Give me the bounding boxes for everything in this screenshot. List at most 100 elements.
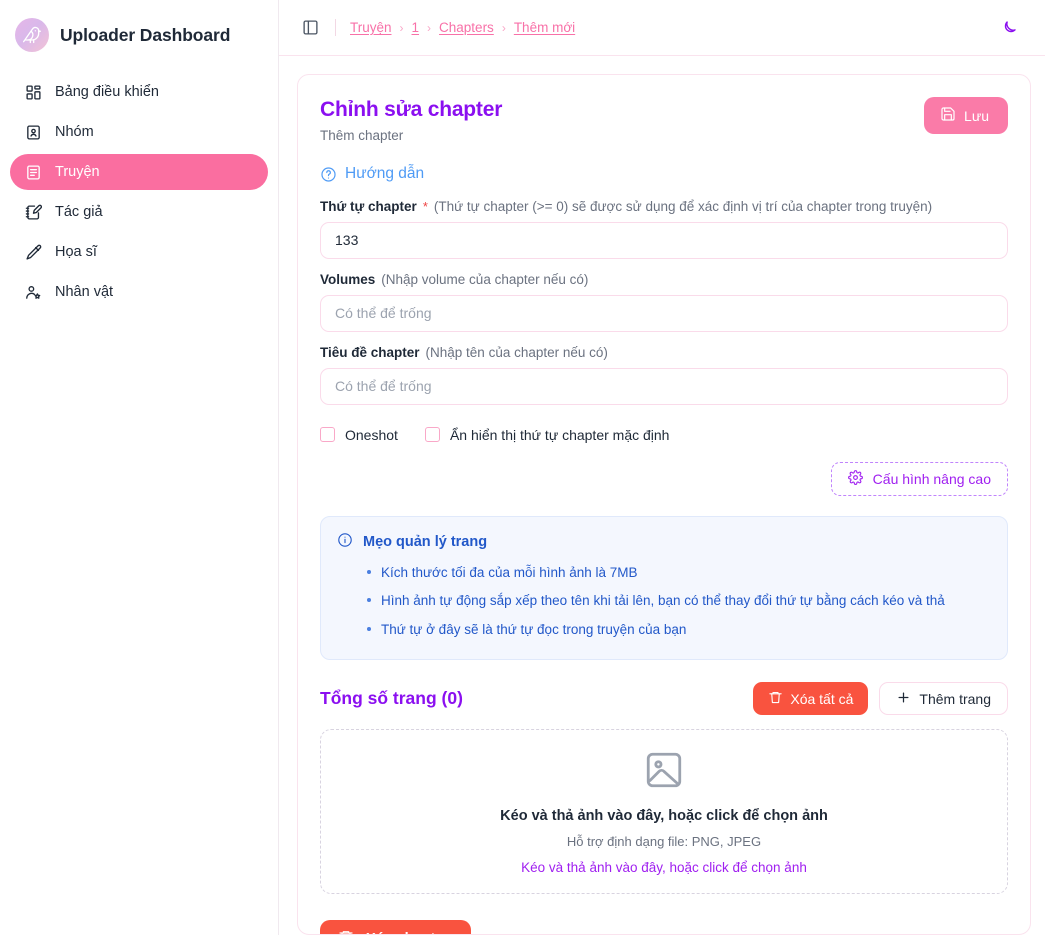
- checkbox-box-icon[interactable]: [320, 427, 335, 443]
- sidebar: Uploader Dashboard Bảng điều khiển: [0, 0, 279, 935]
- advanced-config-button[interactable]: Cấu hình nâng cao: [830, 461, 1008, 496]
- sidebar-item-label: Nhân vật: [55, 284, 114, 300]
- pages-header: Tổng số trang (0) Xóa tất cả: [320, 682, 1008, 716]
- field-hint: (Nhập volume của chapter nếu có): [381, 271, 589, 287]
- delete-chapter-button[interactable]: Xóa chapter: [320, 920, 471, 934]
- bird-logo-icon: [15, 18, 49, 52]
- tips-header: Mẹo quản lý trang: [337, 532, 989, 552]
- dashboard-grid-icon: [24, 83, 42, 101]
- info-circle-icon: [337, 532, 353, 552]
- required-marker: *: [422, 198, 428, 214]
- sidebar-item-tac-gia[interactable]: Tác giả: [10, 194, 268, 230]
- image-dropzone[interactable]: Kéo và thả ảnh vào đây, hoặc click để ch…: [320, 729, 1008, 895]
- dropzone-main-text: Kéo và thả ảnh vào đây, hoặc click để ch…: [500, 807, 828, 824]
- topbar-divider: [335, 19, 336, 36]
- save-disk-icon: [940, 106, 956, 125]
- dropzone-sub-text: Hỗ trợ định dạng file: PNG, JPEG: [566, 833, 762, 849]
- delete-chapter-label: Xóa chapter: [366, 931, 449, 934]
- field-label: Volumes (Nhập volume của chapter nếu có): [320, 272, 1008, 287]
- delete-all-button[interactable]: Xóa tất cả: [753, 682, 869, 716]
- image-placeholder-icon: [643, 749, 685, 794]
- chevron-right-icon: ›: [427, 20, 432, 35]
- brand-title: Uploader Dashboard: [60, 24, 231, 45]
- content-scroll: Chỉnh sửa chapter Thêm chapter Lưu: [279, 56, 1045, 935]
- chapter-title-input[interactable]: [320, 367, 1008, 405]
- breadcrumb-item-them-moi[interactable]: Thêm mới: [513, 20, 576, 35]
- moon-icon[interactable]: [995, 14, 1023, 42]
- checkbox-box-icon[interactable]: [424, 427, 440, 443]
- trash-icon: [338, 929, 354, 934]
- field-label-text: Thứ tự chapter: [320, 198, 417, 214]
- sidebar-item-label: Bảng điều khiển: [55, 84, 159, 100]
- brush-icon: [24, 243, 42, 261]
- field-hint: (Nhập tên của chapter nếu có): [425, 344, 608, 360]
- add-page-label: Thêm trang: [919, 690, 991, 707]
- page-title: Chỉnh sửa chapter: [320, 98, 503, 121]
- tips-box: Mẹo quản lý trang Kích thước tối đa của …: [320, 515, 1008, 661]
- tips-list-item: Hình ảnh tự động sắp xếp theo tên khi tả…: [367, 586, 989, 615]
- card-header: Chỉnh sửa chapter Thêm chapter Lưu: [320, 97, 1008, 143]
- sidebar-item-nhan-vat[interactable]: Nhân vật: [10, 274, 268, 310]
- tips-list-item: Thứ tự ở đây sẽ là thứ tự đọc trong truy…: [367, 615, 989, 644]
- user-star-icon: [24, 283, 42, 301]
- checkbox-row: Oneshot Ẩn hiển thị thứ tự chapter mặc đ…: [320, 427, 1008, 443]
- sidebar-item-label: Nhóm: [55, 124, 94, 140]
- field-chapter-title: Tiêu đề chapter (Nhập tên của chapter nế…: [320, 345, 1008, 405]
- checkbox-hide-default-order[interactable]: Ẩn hiển thị thứ tự chapter mặc định: [424, 426, 670, 443]
- sidebar-nav: Bảng điều khiển Nhóm: [8, 74, 270, 310]
- pages-actions: Xóa tất cả Thêm trang: [753, 682, 1008, 716]
- field-label-text: Tiêu đề chapter: [320, 344, 420, 360]
- breadcrumb-item-chapters[interactable]: Chapters: [439, 20, 494, 35]
- advanced-config-row: Cấu hình nâng cao: [320, 461, 1008, 496]
- main-area: Truyện › 1 › Chapters › Thêm mới Chỉn: [279, 0, 1045, 935]
- gear-icon: [847, 469, 863, 488]
- chapter-order-input[interactable]: [320, 221, 1008, 259]
- field-label: Thứ tự chapter * (Thứ tự chapter (>= 0) …: [320, 199, 1008, 214]
- sidebar-item-truyen[interactable]: Truyện: [10, 154, 268, 190]
- field-label-text: Volumes: [320, 271, 376, 287]
- tips-list-item: Kích thước tối đa của mỗi hình ảnh là 7M…: [367, 558, 989, 587]
- trash-icon: [768, 690, 783, 708]
- chapter-edit-card: Chỉnh sửa chapter Thêm chapter Lưu: [297, 74, 1031, 935]
- book-icon: [24, 163, 42, 181]
- group-badge-icon: [24, 123, 42, 141]
- checkbox-label: Ẩn hiển thị thứ tự chapter mặc định: [449, 426, 670, 443]
- field-chapter-order: Thứ tự chapter * (Thứ tự chapter (>= 0) …: [320, 199, 1008, 259]
- tips-title: Mẹo quản lý trang: [363, 533, 488, 550]
- plus-icon: [896, 690, 911, 708]
- dropzone-link-text[interactable]: Kéo và thả ảnh vào đây, hoặc click để ch…: [521, 859, 807, 875]
- checkbox-label: Oneshot: [345, 426, 398, 443]
- breadcrumb-item-1[interactable]: 1: [411, 20, 420, 35]
- field-hint: (Thứ tự chapter (>= 0) sẽ được sử dụng đ…: [433, 198, 933, 214]
- panel-left-icon[interactable]: [297, 15, 323, 41]
- breadcrumb-item-truyen[interactable]: Truyện: [350, 20, 392, 35]
- save-button-label: Lưu: [964, 107, 989, 124]
- add-page-button[interactable]: Thêm trang: [879, 682, 1008, 716]
- help-circle-icon: [320, 166, 337, 183]
- sidebar-item-nhom[interactable]: Nhóm: [10, 114, 268, 150]
- sidebar-item-label: Truyện: [55, 164, 100, 180]
- card-header-text: Chỉnh sửa chapter Thêm chapter: [320, 97, 502, 143]
- volumes-input[interactable]: [320, 294, 1008, 332]
- tips-list: Kích thước tối đa của mỗi hình ảnh là 7M…: [337, 558, 989, 644]
- sidebar-item-label: Họa sĩ: [55, 244, 97, 260]
- field-label: Tiêu đề chapter (Nhập tên của chapter nế…: [320, 345, 1008, 360]
- pages-total-title: Tổng số trang (0): [320, 688, 463, 709]
- sidebar-item-label: Tác giả: [55, 204, 103, 220]
- brand[interactable]: Uploader Dashboard: [8, 12, 270, 56]
- delete-all-label: Xóa tất cả: [790, 690, 854, 707]
- delete-chapter-row: Xóa chapter: [320, 920, 1008, 934]
- checkbox-oneshot[interactable]: Oneshot: [320, 427, 398, 443]
- breadcrumb: Truyện › 1 › Chapters › Thêm mới: [350, 20, 575, 35]
- save-button[interactable]: Lưu: [924, 97, 1008, 134]
- field-volumes: Volumes (Nhập volume của chapter nếu có): [320, 272, 1008, 332]
- guide-link[interactable]: Hướng dẫn: [320, 165, 424, 183]
- chevron-right-icon: ›: [501, 20, 506, 35]
- topbar: Truyện › 1 › Chapters › Thêm mới: [279, 0, 1045, 56]
- guide-link-label: Hướng dẫn: [345, 165, 425, 183]
- advanced-config-label: Cấu hình nâng cao: [872, 470, 991, 487]
- sidebar-item-bang-dieu-khien[interactable]: Bảng điều khiển: [10, 74, 268, 110]
- sidebar-item-hoa-si[interactable]: Họa sĩ: [10, 234, 268, 270]
- notebook-pen-icon: [24, 203, 42, 221]
